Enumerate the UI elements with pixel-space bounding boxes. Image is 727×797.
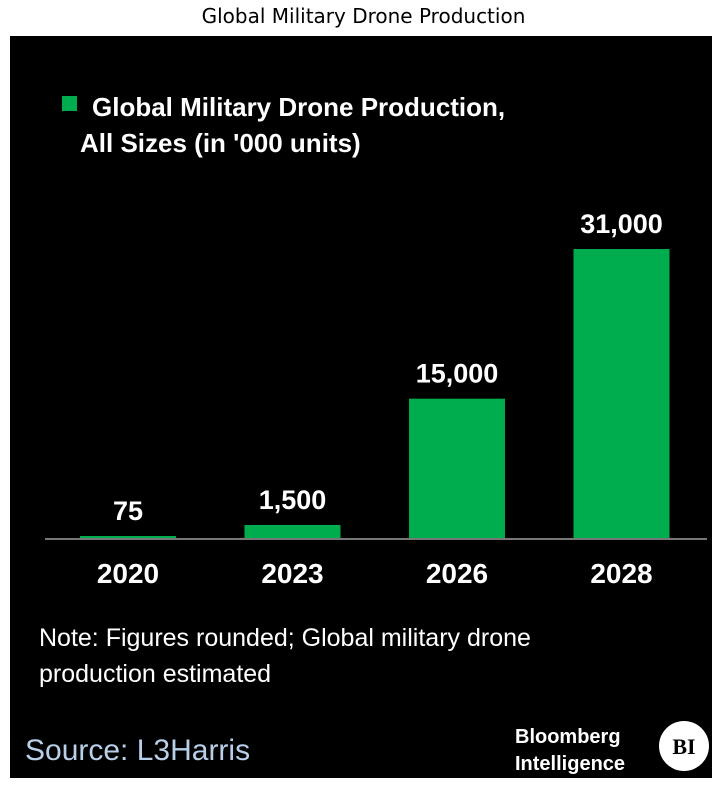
bar-2020 [80, 536, 176, 539]
chart-title: Global Military Drone Production [201, 4, 526, 28]
legend-line-1: Global Military Drone Production, [92, 92, 505, 122]
x-tick-label: 2026 [426, 558, 488, 589]
value-label: 15,000 [416, 359, 499, 389]
bar-2026 [409, 398, 505, 539]
x-tick-label: 2020 [97, 558, 159, 589]
legend-swatch [62, 96, 77, 111]
bar-2023 [244, 524, 341, 539]
value-label: 31,000 [580, 209, 663, 239]
x-tick-label: 2028 [590, 558, 652, 589]
note-line-1: Note: Figures rounded; Global military d… [39, 624, 531, 652]
brand-line-2: Intelligence [515, 753, 625, 775]
bi-logo-text: BI [672, 734, 695, 759]
note-line-2: production estimated [39, 660, 271, 688]
bar-2028 [573, 249, 670, 539]
bi-logo [659, 721, 709, 771]
value-label: 1,500 [259, 485, 327, 515]
legend-line-2: All Sizes (in '000 units) [80, 128, 361, 158]
source-text: Source: L3Harris [25, 734, 250, 767]
value-label: 75 [113, 496, 143, 526]
x-tick-label: 2023 [261, 558, 323, 589]
brand-line-1: Bloomberg [515, 726, 621, 748]
